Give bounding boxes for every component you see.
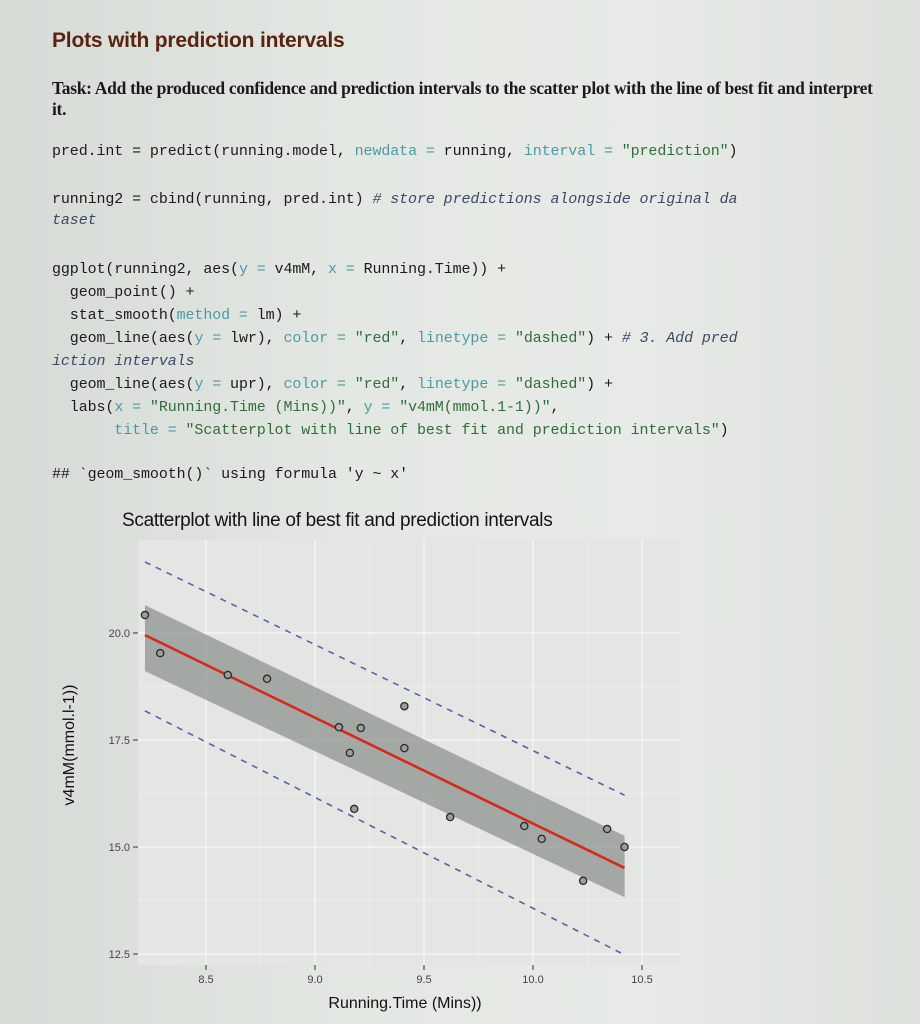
- code-token: lm) +: [256, 307, 302, 324]
- data-point: [349, 804, 359, 814]
- code-arg: y =: [194, 330, 231, 347]
- y-tick-label: 15.0: [109, 842, 130, 854]
- code-token: upr),: [230, 376, 284, 393]
- data-point: [578, 876, 588, 886]
- code-token: ): [719, 422, 729, 439]
- code-arg: interval =: [523, 143, 622, 160]
- code-token: ,: [399, 376, 418, 393]
- code-token: lwr),: [230, 330, 284, 347]
- code-arg: linetype =: [417, 376, 515, 393]
- x-tick-label: 9.0: [307, 974, 322, 986]
- code-token: geom_line(aes(: [52, 376, 195, 393]
- code-arg: title =: [52, 422, 186, 439]
- code-predict: pred.int = predict(running.model, newdat…: [52, 140, 738, 163]
- data-point: [537, 834, 546, 844]
- code-token: ggplot(running2, aes(: [52, 261, 239, 278]
- code-cbind-wrap: taset: [52, 209, 97, 232]
- code-token: labs(: [52, 399, 115, 416]
- data-point: [223, 670, 233, 680]
- data-point: [334, 722, 344, 732]
- code-token: Running.Time)) +: [363, 261, 507, 278]
- section-heading: Plots with prediction intervals: [52, 29, 345, 52]
- code-arg: newdata =: [354, 143, 444, 160]
- x-axis-title: Running.Time (Mins)): [328, 995, 481, 1012]
- code-arg: method =: [176, 307, 257, 324]
- lower-prediction-line: [144, 710, 625, 956]
- code-string: "dashed": [514, 376, 587, 393]
- code-comment: taset: [52, 212, 97, 229]
- code-arg: x =: [327, 261, 364, 278]
- code-token: ) +: [586, 376, 613, 393]
- code-string: "Scatterplot with line of best fit and p…: [185, 422, 720, 439]
- code-token: ,: [550, 399, 560, 416]
- code-arg: y =: [363, 399, 400, 416]
- code-string: "red": [354, 376, 400, 393]
- data-point: [345, 748, 355, 758]
- code-string: "dashed": [514, 330, 587, 347]
- data-point: [445, 812, 455, 822]
- code-token: stat_smooth(: [52, 307, 177, 324]
- code-string: "Running.Time (Mins))": [149, 399, 346, 416]
- code-token: ,: [345, 399, 364, 416]
- upper-prediction-line: [144, 561, 625, 796]
- code-comment: # 3. Add pred: [621, 330, 738, 347]
- x-tick-label: 10.5: [631, 974, 652, 986]
- code-token: ): [728, 143, 738, 160]
- code-token: geom_line(aes(: [52, 330, 195, 347]
- data-point: [400, 743, 409, 753]
- code-arg: y =: [194, 376, 231, 393]
- console-message: ## `geom_smooth()` using formula 'y ~ x': [52, 466, 409, 483]
- x-tick-label: 8.5: [198, 974, 213, 986]
- code-token: ,: [399, 330, 418, 347]
- y-axis-title: v4mM(mmol.l-1)): [61, 685, 78, 806]
- task-text: Task: Add the produced confidence and pr…: [52, 78, 873, 119]
- code-token: ) +: [586, 330, 622, 347]
- code-arg: color =: [283, 330, 355, 347]
- code-token: pred.int = predict(running.model,: [52, 143, 355, 160]
- data-point: [520, 821, 529, 831]
- data-point: [356, 723, 366, 733]
- code-comment: # store predictions alongside original d…: [372, 191, 738, 208]
- x-tick-label: 9.5: [416, 974, 431, 986]
- data-point: [262, 674, 272, 684]
- data-point: [400, 701, 409, 711]
- code-arg: y =: [238, 261, 275, 278]
- data-point: [620, 842, 629, 852]
- code-comment: iction intervals: [52, 353, 195, 370]
- code-arg: color =: [283, 376, 355, 393]
- code-arg: linetype =: [417, 330, 515, 347]
- code-string: "prediction": [621, 143, 729, 160]
- y-tick-label: 17.5: [109, 735, 130, 747]
- code-cbind: running2 = cbind(running, pred.int) # st…: [52, 188, 738, 211]
- code-string: "red": [354, 330, 400, 347]
- data-point: [155, 648, 165, 658]
- code-token: running2 = cbind(running, pred.int): [52, 191, 373, 208]
- code-token: geom_point() +: [52, 284, 195, 301]
- code-arg: x =: [114, 399, 150, 416]
- code-ggplot-block: ggplot(running2, aes(y = v4mM, x = Runni…: [52, 258, 738, 442]
- y-tick-label: 20.0: [109, 628, 130, 640]
- code-token: v4mM,: [274, 261, 328, 278]
- data-point: [140, 610, 150, 620]
- y-tick-label: 12.5: [109, 949, 130, 961]
- plot-title: Scatterplot with line of best fit and pr…: [122, 510, 553, 531]
- code-token: running,: [443, 143, 524, 160]
- code-string: "v4mM(mmol.1-1))": [399, 399, 551, 416]
- x-tick-label: 10.0: [522, 974, 543, 986]
- data-point: [602, 824, 612, 834]
